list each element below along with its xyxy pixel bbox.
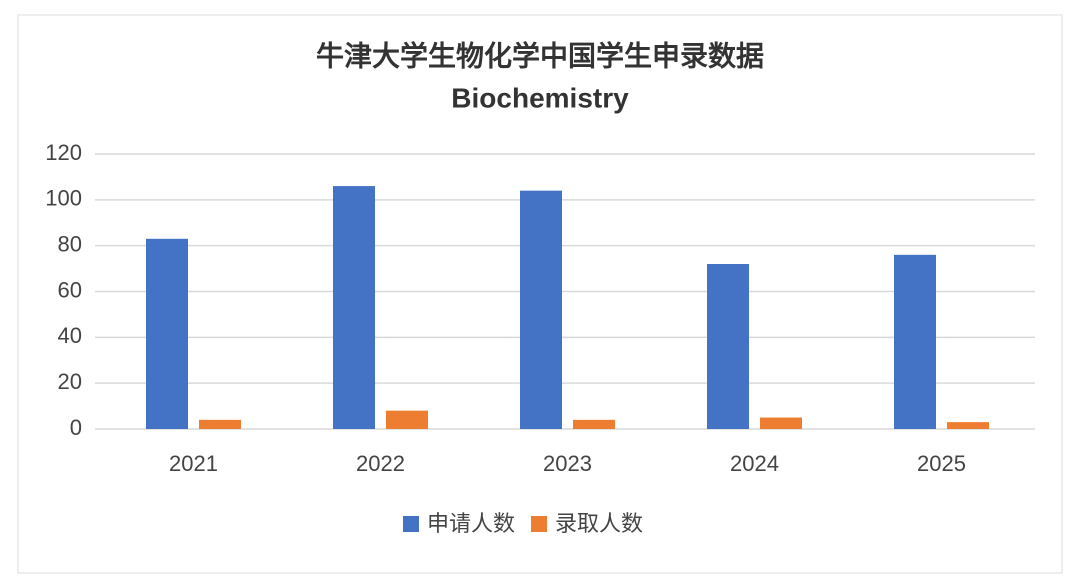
bar: [760, 417, 802, 429]
y-tick-label: 80: [58, 231, 82, 256]
x-tick-label: 2021: [169, 451, 218, 476]
bar: [573, 419, 615, 429]
bar: [199, 419, 241, 429]
chart-title: 牛津大学生物化学中国学生申录数据: [316, 39, 764, 71]
legend-swatch: [403, 516, 419, 532]
bar: [146, 238, 188, 429]
y-tick-label: 100: [45, 186, 82, 211]
legend-label: 申请人数: [427, 511, 515, 536]
x-tick-label: 2023: [543, 451, 592, 476]
bar: [386, 410, 428, 429]
bar: [333, 186, 375, 429]
y-tick-label: 40: [58, 323, 82, 348]
legend-swatch: [531, 516, 548, 532]
y-tick-label: 120: [45, 140, 82, 165]
x-tick-label: 2025: [917, 451, 966, 476]
legend-label: 录取人数: [555, 511, 643, 536]
bar: [707, 264, 749, 429]
x-tick-label: 2022: [356, 451, 405, 476]
y-tick-label: 0: [70, 415, 82, 440]
y-tick-label: 20: [58, 369, 82, 394]
bar: [520, 190, 562, 429]
bar: [947, 422, 989, 429]
y-tick-label: 60: [58, 277, 82, 302]
bar: [894, 254, 936, 429]
x-tick-label: 2024: [730, 451, 779, 476]
chart-subtitle: Biochemistry: [451, 82, 629, 113]
